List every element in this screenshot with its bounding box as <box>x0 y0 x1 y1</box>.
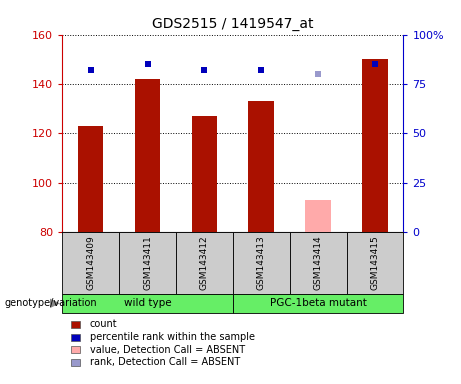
Text: value, Detection Call = ABSENT: value, Detection Call = ABSENT <box>90 345 245 355</box>
FancyBboxPatch shape <box>233 294 403 313</box>
FancyBboxPatch shape <box>290 232 347 294</box>
Text: genotype/variation: genotype/variation <box>5 298 97 308</box>
Text: PGC-1beta mutant: PGC-1beta mutant <box>270 298 366 308</box>
Bar <box>192 116 217 232</box>
FancyBboxPatch shape <box>347 232 403 294</box>
FancyBboxPatch shape <box>62 294 233 313</box>
Text: GSM143415: GSM143415 <box>371 236 379 290</box>
Text: percentile rank within the sample: percentile rank within the sample <box>90 332 255 342</box>
FancyBboxPatch shape <box>119 232 176 294</box>
Bar <box>362 59 388 232</box>
FancyBboxPatch shape <box>62 232 119 294</box>
FancyBboxPatch shape <box>176 232 233 294</box>
Text: GSM143414: GSM143414 <box>313 236 323 290</box>
Bar <box>248 101 274 232</box>
Text: rank, Detection Call = ABSENT: rank, Detection Call = ABSENT <box>90 358 240 367</box>
Polygon shape <box>50 298 60 308</box>
Text: GSM143411: GSM143411 <box>143 236 152 290</box>
Text: GSM143409: GSM143409 <box>86 236 95 290</box>
Text: count: count <box>90 319 118 329</box>
Bar <box>135 79 160 232</box>
Title: GDS2515 / 1419547_at: GDS2515 / 1419547_at <box>152 17 313 31</box>
Bar <box>78 126 103 232</box>
Text: GSM143412: GSM143412 <box>200 236 209 290</box>
Text: wild type: wild type <box>124 298 171 308</box>
Bar <box>305 200 331 232</box>
FancyBboxPatch shape <box>233 232 290 294</box>
Text: GSM143413: GSM143413 <box>257 236 266 290</box>
